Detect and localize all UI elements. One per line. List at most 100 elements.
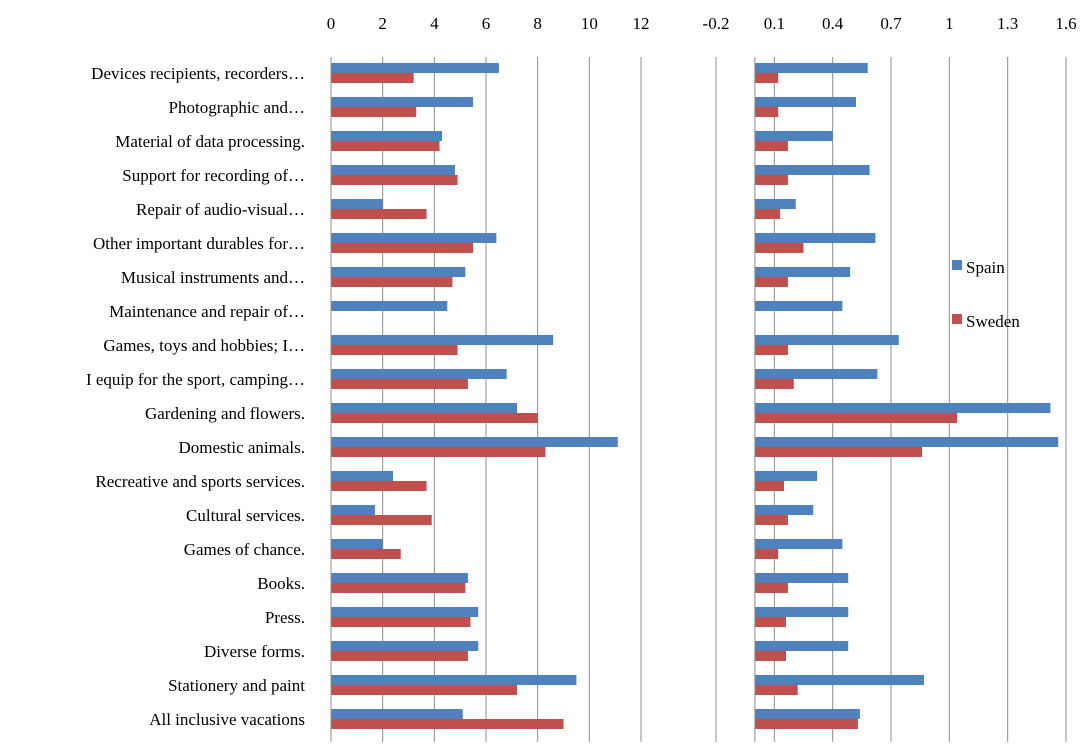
bar-sweden-6 xyxy=(754,277,788,287)
bar-sweden-0 xyxy=(754,73,779,83)
bar-sweden-14 xyxy=(754,549,779,559)
bar-spain-14 xyxy=(754,539,843,549)
category-label: Support for recording of… xyxy=(122,166,305,185)
x-tick-label: 6 xyxy=(482,14,491,33)
bar-spain-16 xyxy=(754,607,849,617)
bar-sweden-9 xyxy=(331,379,468,389)
bar-spain-3 xyxy=(331,165,455,175)
bar-sweden-19 xyxy=(754,719,858,729)
x-tick-label: -0.2 xyxy=(703,14,730,33)
bar-sweden-1 xyxy=(331,107,417,117)
bar-sweden-10 xyxy=(754,413,958,423)
bar-sweden-14 xyxy=(331,549,401,559)
bar-sweden-12 xyxy=(331,481,427,491)
x-tick-label: 0.7 xyxy=(880,14,902,33)
bar-sweden-11 xyxy=(331,447,546,457)
bar-sweden-11 xyxy=(754,447,923,457)
bar-spain-6 xyxy=(331,267,466,277)
legend-label-sweden: Sweden xyxy=(966,312,1020,331)
bar-sweden-2 xyxy=(331,141,440,151)
category-label: Games of chance. xyxy=(184,540,305,559)
bar-sweden-15 xyxy=(754,583,788,593)
x-tick-label: 4 xyxy=(430,14,439,33)
x-tick-label: 0 xyxy=(327,14,336,33)
bar-spain-19 xyxy=(331,709,463,719)
bar-spain-18 xyxy=(331,675,577,685)
bar-spain-11 xyxy=(331,437,618,447)
bar-sweden-0 xyxy=(331,73,414,83)
x-tick-label: 12 xyxy=(633,14,650,33)
bar-sweden-4 xyxy=(331,209,427,219)
x-tick-label: 1.3 xyxy=(997,14,1018,33)
category-label: Gardening and flowers. xyxy=(145,404,305,423)
bar-spain-5 xyxy=(331,233,497,243)
category-label: Domestic animals. xyxy=(178,438,305,457)
bar-sweden-15 xyxy=(331,583,466,593)
bar-spain-3 xyxy=(754,165,870,175)
category-label: Other important durables for… xyxy=(93,234,305,253)
category-label: Recreative and sports services. xyxy=(95,472,305,491)
category-label: Photographic and… xyxy=(169,98,305,117)
x-tick-label: 0.1 xyxy=(764,14,785,33)
bar-sweden-3 xyxy=(331,175,458,185)
bar-sweden-19 xyxy=(331,719,564,729)
bar-sweden-4 xyxy=(754,209,781,219)
bar-spain-10 xyxy=(331,403,517,413)
bar-sweden-18 xyxy=(331,685,517,695)
x-tick-label: 1 xyxy=(945,14,954,33)
bar-sweden-5 xyxy=(331,243,474,253)
x-tick-label: 2 xyxy=(378,14,387,33)
bar-sweden-18 xyxy=(754,685,798,695)
legend-label-spain: Spain xyxy=(966,258,1005,277)
bar-spain-0 xyxy=(331,63,499,73)
bar-spain-13 xyxy=(331,505,375,515)
bar-sweden-16 xyxy=(331,617,471,627)
x-tick-label: 0.4 xyxy=(822,14,844,33)
bar-sweden-3 xyxy=(754,175,788,185)
legend-swatch-sweden xyxy=(952,314,962,324)
bar-spain-8 xyxy=(754,335,899,345)
category-label: Repair of audio-visual… xyxy=(136,200,305,219)
bar-sweden-12 xyxy=(754,481,785,491)
bar-sweden-13 xyxy=(331,515,432,525)
bar-sweden-9 xyxy=(754,379,794,389)
bar-spain-1 xyxy=(754,97,856,107)
bar-spain-18 xyxy=(754,675,925,685)
bar-spain-5 xyxy=(754,233,876,243)
category-label: Devices recipients, recorders… xyxy=(91,64,305,83)
bar-spain-17 xyxy=(754,641,849,651)
bar-spain-4 xyxy=(754,199,796,209)
bar-spain-15 xyxy=(331,573,468,583)
bar-spain-2 xyxy=(754,131,833,141)
bar-spain-0 xyxy=(754,63,868,73)
category-label: I equip for the sport, camping… xyxy=(86,370,305,389)
bar-spain-14 xyxy=(331,539,383,549)
bar-spain-15 xyxy=(754,573,849,583)
bar-sweden-13 xyxy=(754,515,788,525)
bar-spain-7 xyxy=(754,301,843,311)
bar-sweden-10 xyxy=(331,413,538,423)
category-label: Maintenance and repair of… xyxy=(109,302,305,321)
bar-sweden-2 xyxy=(754,141,788,151)
x-tick-label: 1.6 xyxy=(1055,14,1076,33)
bar-spain-6 xyxy=(754,267,851,277)
bar-spain-19 xyxy=(754,709,860,719)
bar-spain-2 xyxy=(331,131,443,141)
bar-spain-8 xyxy=(331,335,554,345)
bar-spain-17 xyxy=(331,641,479,651)
category-label: Musical instruments and… xyxy=(121,268,305,287)
bar-sweden-5 xyxy=(754,243,804,253)
bar-spain-12 xyxy=(331,471,393,481)
bar-spain-4 xyxy=(331,199,383,209)
x-tick-label: 8 xyxy=(533,14,542,33)
bar-sweden-16 xyxy=(754,617,786,627)
category-label: Stationery and paint xyxy=(168,676,305,695)
bar-spain-13 xyxy=(754,505,814,515)
category-label: All inclusive vacations xyxy=(149,710,305,729)
bar-spain-16 xyxy=(331,607,479,617)
bar-sweden-17 xyxy=(754,651,786,661)
category-label: Press. xyxy=(265,608,305,627)
bar-sweden-8 xyxy=(331,345,458,355)
